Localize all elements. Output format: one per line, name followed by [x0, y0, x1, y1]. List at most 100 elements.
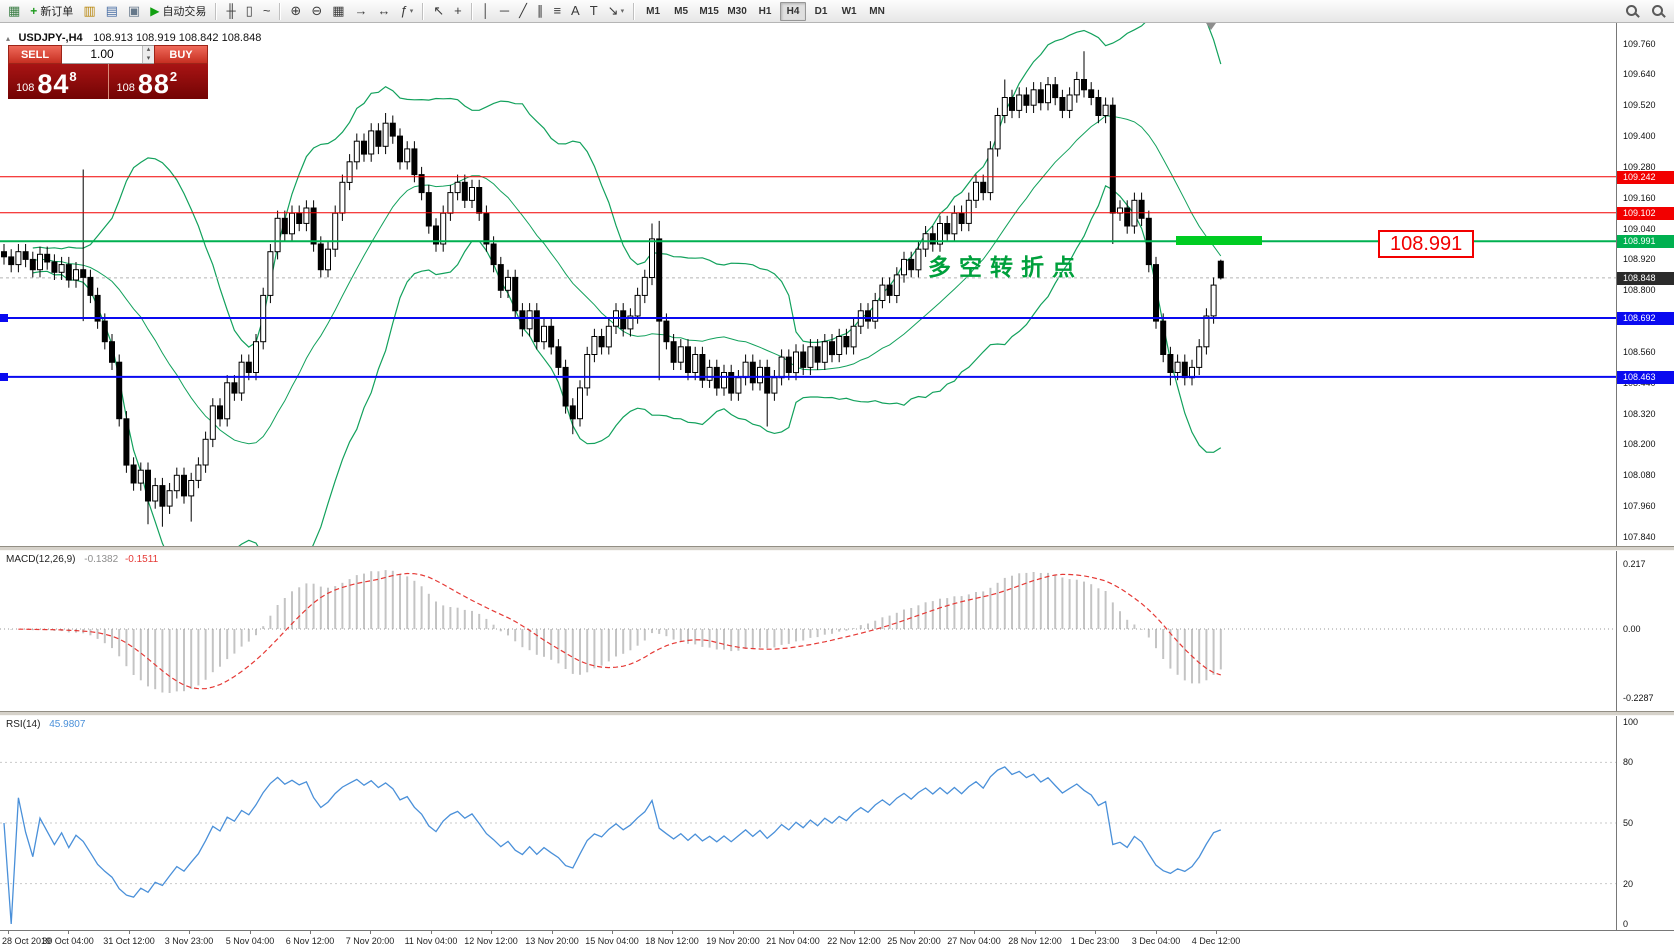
macd-label: MACD(12,26,9) -0.1382 -0.1511: [6, 554, 158, 565]
price-callout[interactable]: 108.991: [1378, 230, 1475, 258]
rsi-scale-label: 0: [1623, 919, 1629, 929]
macd-svg: [0, 570, 1616, 693]
toolbar-separator: [215, 2, 218, 20]
timeframe-h1-button[interactable]: H1: [758, 5, 772, 17]
cursor-icon[interactable]: ↖: [433, 3, 445, 18]
rsi-panel[interactable]: RSI(14) 45.9807: [0, 716, 1616, 930]
timeframe-d1-button[interactable]: D1: [814, 5, 828, 17]
collapse-trade-panel-icon[interactable]: ▴: [6, 34, 11, 43]
line-anchor-mark[interactable]: [0, 373, 8, 381]
tile-windows-icon[interactable]: ▦: [332, 3, 345, 18]
time-axis-tick: [672, 931, 673, 934]
time-axis-tick: [8, 931, 9, 934]
search-symbol-icon[interactable]: [1619, 0, 1645, 22]
chart-shift-icon[interactable]: ↔: [377, 3, 391, 18]
annotation-text[interactable]: 多空转折点: [928, 254, 1083, 280]
navigator-icon[interactable]: ▤: [105, 3, 118, 18]
macd-panel[interactable]: MACD(12,26,9) -0.1382 -0.1511: [0, 551, 1616, 711]
time-axis[interactable]: 28 Oct 2019 30 Oct 04:00 31 Oct 12:00 3 Nov…: [0, 930, 1674, 949]
timeframe-m30-button[interactable]: M30: [727, 5, 747, 17]
quick-search-icon[interactable]: [1645, 0, 1671, 22]
volume-input[interactable]: 1.00 ▴ ▾: [62, 45, 154, 64]
time-axis-label: 12 Nov 12:00: [464, 936, 518, 946]
timeframe-h4-button[interactable]: H4: [780, 1, 807, 21]
line-chart-icon[interactable]: ~: [262, 3, 271, 18]
sell-price-pip-digit: 8: [69, 69, 77, 84]
trendline-icon[interactable]: ╱: [519, 3, 527, 18]
price-tick-label: 107.960: [1623, 501, 1656, 511]
price-tick-label: 108.920: [1623, 254, 1656, 264]
volume-up-button[interactable]: ▴: [143, 46, 154, 55]
time-axis-label: 7 Nov 20:00: [345, 936, 395, 946]
chart-window-icon[interactable]: ▦: [8, 3, 21, 18]
timeframe-m15-button[interactable]: M15: [699, 5, 719, 17]
time-axis-tick: [431, 931, 432, 934]
time-axis-tick: [1095, 931, 1096, 934]
current-price-tag: 108.848: [1617, 272, 1674, 285]
indicators-icon[interactable]: ƒ ▾: [400, 3, 414, 18]
time-axis-tick: [491, 931, 492, 934]
panel-separator[interactable]: [0, 711, 1674, 716]
time-axis-label: 30 Oct 04:00: [42, 936, 94, 946]
price-tick-label: 107.840: [1623, 532, 1656, 542]
time-axis-label: 6 Nov 12:00: [285, 936, 335, 946]
macd-scale-label: 0.00: [1623, 624, 1641, 634]
timeframe-w1-button[interactable]: W1: [841, 5, 857, 17]
time-axis-label: 22 Nov 12:00: [827, 936, 881, 946]
arrow-tools-icon[interactable]: ↘ ▾: [607, 3, 625, 18]
price-tick-label: 108.080: [1623, 470, 1656, 480]
vertical-line-icon[interactable]: │: [481, 3, 490, 18]
timeframe-mn-button[interactable]: MN: [869, 5, 885, 17]
hline-price-tag: 108.463: [1617, 371, 1674, 384]
sell-price-display[interactable]: 108 84 8: [8, 64, 108, 99]
terminal-icon[interactable]: ▣: [127, 3, 141, 18]
rsi-value: 45.9807: [49, 719, 86, 730]
time-axis-label: 18 Nov 12:00: [645, 936, 699, 946]
price-tick-label: 109.040: [1623, 224, 1656, 234]
price-scale[interactable]: 109.760 109.640 109.520 109.400 109.280 109.1…: [1616, 23, 1674, 930]
volume-down-button[interactable]: ▾: [143, 54, 154, 63]
crosshair-icon[interactable]: +: [454, 3, 462, 18]
rsi-scale-label: 20: [1623, 879, 1634, 889]
time-axis-label: 27 Nov 04:00: [947, 936, 1001, 946]
horizontal-line-icon[interactable]: ─: [499, 3, 510, 18]
zoom-out-icon[interactable]: ⊖: [311, 3, 323, 18]
chart-title: ▴ USDJPY-,H4 108.913 108.919 108.842 108…: [6, 28, 261, 46]
market-watch-icon[interactable]: ▥: [83, 3, 96, 18]
chart-shift-marker[interactable]: [1206, 23, 1216, 30]
quick-search-icon: [1650, 3, 1666, 19]
auto-scroll-icon[interactable]: →: [354, 3, 368, 18]
panel-separator[interactable]: [0, 546, 1674, 551]
time-axis-tick: [974, 931, 975, 934]
time-axis-tick: [612, 931, 613, 934]
autotrading-button[interactable]: ▶ 自动交易: [150, 4, 207, 18]
equidistant-channel-icon[interactable]: ∥: [536, 3, 544, 18]
fibonacci-icon[interactable]: ≡: [553, 3, 562, 18]
new-order-button[interactable]: + 新订单: [30, 4, 74, 18]
bar-chart-icon[interactable]: ╫: [226, 3, 236, 18]
time-axis-label: 11 Nov 04:00: [404, 936, 458, 946]
candlestick-chart-icon[interactable]: ▯: [245, 3, 253, 18]
symbol-period-label: USDJPY-,H4: [18, 32, 83, 44]
text-label-icon[interactable]: T: [589, 3, 598, 18]
hline-price-tag: 109.242: [1617, 171, 1674, 184]
line-anchor-mark[interactable]: [0, 314, 8, 322]
text-icon[interactable]: A: [571, 3, 580, 18]
buy-price-display[interactable]: 108 88 2: [107, 64, 208, 99]
time-axis-tick: [129, 931, 130, 934]
price-tick-label: 109.640: [1623, 69, 1656, 79]
zoom-in-icon[interactable]: ⊕: [290, 3, 302, 18]
timeframe-m1-button[interactable]: M1: [646, 5, 661, 17]
buy-button[interactable]: BUY: [154, 45, 208, 64]
highlight-rectangle[interactable]: [1176, 236, 1262, 245]
timeframe-m5-button[interactable]: M5: [674, 5, 689, 17]
volume-spinner: ▴ ▾: [142, 46, 154, 63]
sell-button[interactable]: SELL: [8, 45, 62, 64]
buy-price-pip-digit: 2: [169, 69, 178, 84]
main-chart[interactable]: ▴ USDJPY-,H4 108.913 108.919 108.842 108…: [0, 23, 1616, 546]
time-axis-label: 1 Dec 23:00: [1070, 936, 1120, 946]
candles: [1, 51, 1224, 527]
volume-value: 1.00: [90, 47, 114, 61]
price-tick-label: 108.560: [1623, 347, 1656, 357]
sell-price-big-digits: 84: [37, 69, 70, 99]
